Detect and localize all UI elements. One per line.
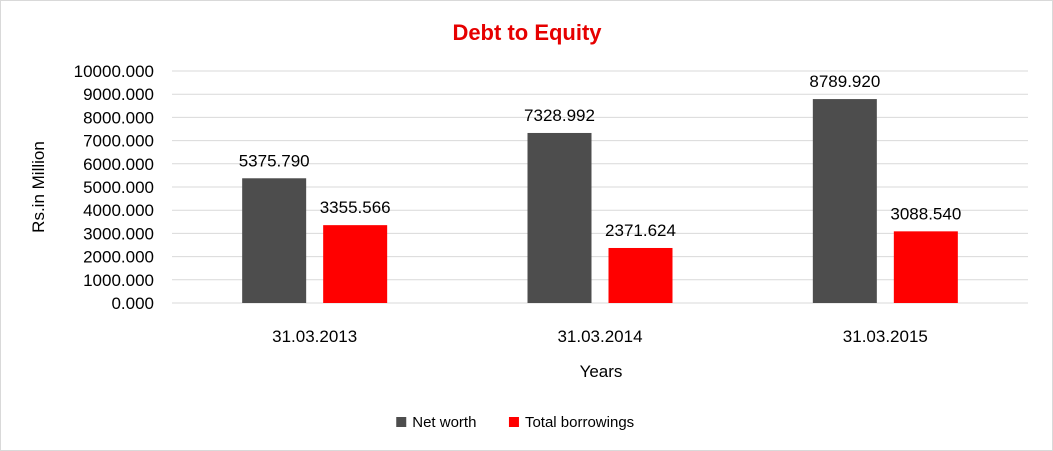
x-axis-categories: 31.03.2013 31.03.2014 31.03.2015 bbox=[272, 327, 928, 346]
y-tick-label: 5000.000 bbox=[83, 178, 154, 197]
y-tick-label: 8000.000 bbox=[83, 108, 154, 127]
data-label: 3088.540 bbox=[890, 204, 961, 223]
y-tick-label: 3000.000 bbox=[83, 224, 154, 243]
bar bbox=[812, 99, 877, 303]
bars bbox=[242, 99, 958, 303]
bar bbox=[242, 178, 307, 303]
data-label: 2371.624 bbox=[605, 221, 676, 240]
legend-swatch bbox=[508, 417, 519, 427]
gridlines bbox=[172, 70, 1028, 304]
chart-title: Debt to Equity bbox=[452, 20, 602, 45]
y-tick-label: 4000.000 bbox=[83, 201, 154, 220]
y-tick-label: 6000.000 bbox=[83, 155, 154, 174]
legend-label: Total borrowings bbox=[525, 414, 634, 431]
bar bbox=[893, 231, 958, 303]
y-tick-label: 7000.000 bbox=[83, 132, 154, 151]
data-label: 7328.992 bbox=[524, 106, 595, 125]
data-labels: 5375.790 3355.566 7328.992 2371.624 8789.920… bbox=[239, 72, 962, 240]
legend: Net worth Total borrowings bbox=[396, 414, 634, 431]
y-tick-label: 2000.000 bbox=[83, 248, 154, 267]
x-category-label: 31.03.2015 bbox=[843, 327, 928, 346]
y-axis-title: Rs.in Million bbox=[29, 141, 48, 233]
x-category-label: 31.03.2013 bbox=[272, 327, 357, 346]
bar bbox=[323, 225, 388, 303]
legend-label: Net worth bbox=[412, 414, 476, 431]
data-label: 8789.920 bbox=[809, 72, 880, 91]
y-tick-label: 0.000 bbox=[111, 294, 154, 313]
bar bbox=[527, 132, 592, 303]
y-tick-label: 9000.000 bbox=[83, 85, 154, 104]
legend-swatch bbox=[396, 417, 407, 427]
x-category-label: 31.03.2014 bbox=[557, 327, 642, 346]
y-tick-label: 10000.000 bbox=[74, 62, 154, 81]
y-tick-label: 1000.000 bbox=[83, 271, 154, 290]
x-axis-title: Years bbox=[580, 362, 623, 381]
bar bbox=[608, 247, 673, 303]
data-label: 5375.790 bbox=[239, 151, 310, 170]
y-axis-ticks: 0.000 1000.000 2000.000 3000.000 4000.000 500… bbox=[74, 62, 154, 313]
data-label: 3355.566 bbox=[320, 198, 391, 217]
